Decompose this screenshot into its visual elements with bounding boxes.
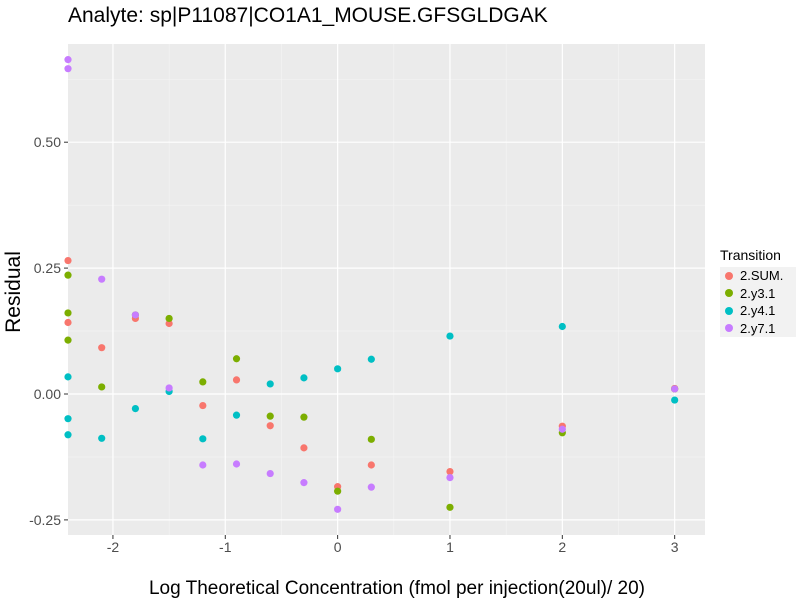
- data-point: [300, 374, 308, 382]
- data-point: [64, 415, 72, 423]
- data-point: [98, 344, 106, 352]
- legend-marker: [724, 324, 733, 333]
- data-point: [446, 332, 454, 340]
- legend-marker: [724, 271, 733, 280]
- data-point: [64, 373, 72, 381]
- legend-label: 2.y3.1: [740, 285, 776, 301]
- data-point: [232, 411, 241, 419]
- data-point: [64, 256, 72, 265]
- data-point: [98, 434, 106, 442]
- data-point: [64, 309, 72, 317]
- data-point: [367, 483, 375, 491]
- data-point: [334, 487, 342, 495]
- data-point: [64, 336, 72, 344]
- data-point: [165, 314, 173, 323]
- data-point: [64, 318, 72, 327]
- legend-marker: [724, 306, 733, 315]
- data-point: [64, 271, 72, 279]
- data-point: [300, 479, 308, 487]
- data-point: [199, 378, 207, 386]
- x-tick-label: 0: [334, 539, 342, 555]
- data-point: [98, 383, 106, 391]
- data-point: [64, 65, 72, 73]
- data-point: [446, 473, 454, 482]
- data-point: [165, 319, 173, 328]
- data-point: [199, 461, 207, 469]
- data-point: [131, 404, 140, 413]
- chart-title: Analyte: sp|P11087|CO1A1_MOUSE.GFSGLDGAK: [68, 4, 548, 27]
- data-points: [64, 56, 679, 513]
- legend-title: Transition: [720, 247, 781, 263]
- data-point: [671, 396, 679, 404]
- legend: Transition 2.SUM. 2.y3.1 2.y4.1 2.y7.1: [720, 247, 796, 337]
- data-point: [367, 435, 375, 443]
- x-tick-label: -2: [107, 539, 120, 555]
- legend-item-2-sum: 2.SUM.: [720, 267, 796, 285]
- data-point: [334, 365, 342, 373]
- data-point: [446, 503, 454, 511]
- data-point: [266, 422, 274, 430]
- major-gridlines: [68, 44, 705, 535]
- legend-label: 2.y7.1: [740, 320, 776, 336]
- legend-item-2-y7-1: 2.y7.1: [720, 319, 796, 337]
- data-point: [199, 401, 207, 410]
- data-point: [367, 461, 375, 469]
- data-point: [266, 412, 274, 420]
- data-point: [64, 56, 72, 64]
- data-point: [334, 505, 342, 513]
- x-tick-label: 1: [446, 539, 454, 555]
- data-point: [300, 444, 308, 452]
- data-point: [446, 467, 454, 476]
- plot-panel: [68, 44, 705, 535]
- data-point: [232, 355, 241, 363]
- y-axis-label: Residual: [2, 251, 25, 333]
- x-axis-label: Log Theoretical Concentration (fmol per …: [148, 578, 646, 599]
- y-tick-label: 0.50: [34, 134, 61, 150]
- y-tick-label: 0.00: [34, 386, 61, 402]
- legend-marker: [724, 289, 733, 298]
- data-point: [232, 376, 241, 384]
- data-point: [671, 385, 679, 393]
- legend-item-2-y4-1: 2.y4.1: [720, 302, 796, 320]
- data-point: [64, 431, 72, 439]
- x-tick-label: 3: [671, 539, 679, 555]
- x-tick-label: -1: [219, 539, 232, 555]
- legend-label: 2.SUM.: [740, 268, 784, 284]
- data-point: [367, 355, 375, 363]
- data-point: [131, 311, 140, 319]
- data-point: [98, 275, 106, 283]
- y-tick-label: 0.25: [34, 260, 61, 276]
- data-point: [199, 435, 207, 443]
- axis-ticks: -2 -1 0 1 2 3 -0.25 0.00 0.25 0.50: [29, 134, 679, 555]
- y-tick-label: -0.25: [29, 512, 61, 528]
- legend-item-2-y3-1: 2.y3.1: [720, 284, 796, 302]
- data-point: [165, 384, 173, 392]
- minor-gridlines: [68, 44, 705, 535]
- data-point: [558, 425, 566, 433]
- data-point: [266, 469, 274, 478]
- data-point: [266, 380, 274, 388]
- data-point: [558, 322, 566, 331]
- legend-label: 2.y4.1: [740, 303, 776, 319]
- data-point: [300, 413, 308, 421]
- data-point: [232, 460, 241, 468]
- x-tick-label: 2: [558, 539, 566, 555]
